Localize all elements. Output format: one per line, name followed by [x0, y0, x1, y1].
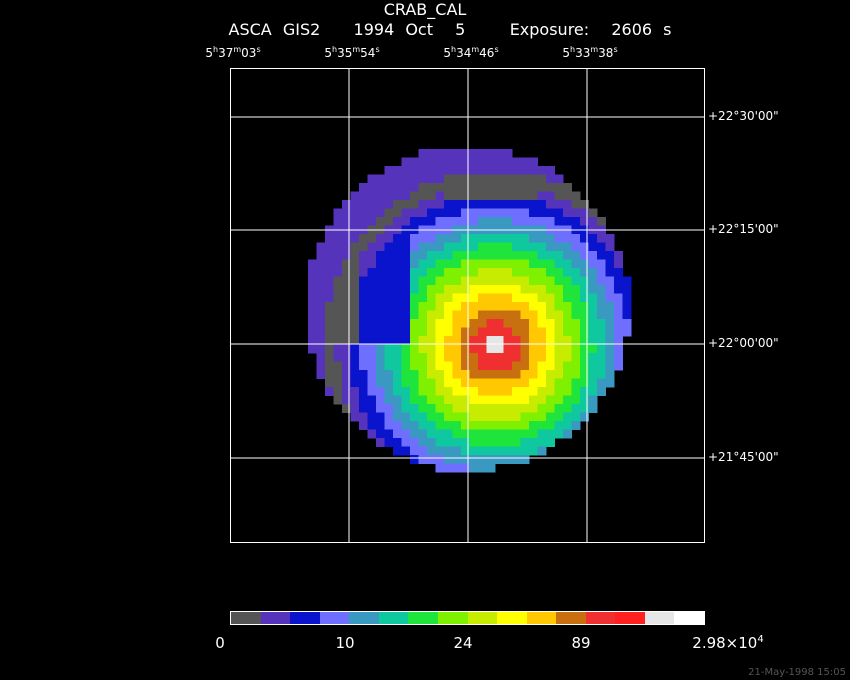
colorbar-segment	[290, 612, 320, 624]
timestamp: 21-May-1998 15:05	[748, 667, 846, 678]
colorbar-segment	[526, 612, 557, 624]
colorbar-segment	[674, 612, 704, 624]
colorbar-label-89: 89	[571, 634, 591, 652]
dec-label-2: +22°15'00"	[708, 222, 779, 236]
dec-label-3: +22°00'00"	[708, 336, 779, 350]
ra-label-1: 5h37m03s	[205, 45, 261, 60]
colorbar-segment	[644, 612, 675, 624]
colorbar-segment	[437, 612, 468, 624]
colorbar	[230, 611, 705, 625]
colorbar-segment	[497, 612, 527, 624]
observation-subtitle: ASCA GIS2 1994 Oct 5 Exposure: 2606 s	[228, 20, 672, 39]
colorbar-segment	[585, 612, 616, 624]
ra-label-4: 5h33m38s	[562, 45, 618, 60]
colorbar-segment	[378, 612, 409, 624]
image-title: CRAB_CAL	[383, 0, 467, 19]
colorbar-segment	[231, 612, 261, 624]
colorbar-label-10: 10	[335, 634, 355, 652]
colorbar-label-max: 2.98×104	[692, 634, 764, 652]
colorbar-segment	[467, 612, 498, 624]
colorbar-segment	[556, 612, 586, 624]
colorbar-segment	[615, 612, 645, 624]
colorbar-segment	[319, 612, 350, 624]
ra-label-3: 5h34m46s	[443, 45, 499, 60]
colorbar-segment	[349, 612, 379, 624]
colorbar-segment	[260, 612, 291, 624]
colorbar-label-0: 0	[215, 634, 225, 652]
image-frame	[230, 68, 705, 543]
dec-label-4: +21°45'00"	[708, 450, 779, 464]
colorbar-segment	[408, 612, 438, 624]
ra-label-2: 5h35m54s	[324, 45, 380, 60]
xray-image	[231, 69, 704, 542]
colorbar-label-24: 24	[453, 634, 473, 652]
dec-label-1: +22°30'00"	[708, 109, 779, 123]
